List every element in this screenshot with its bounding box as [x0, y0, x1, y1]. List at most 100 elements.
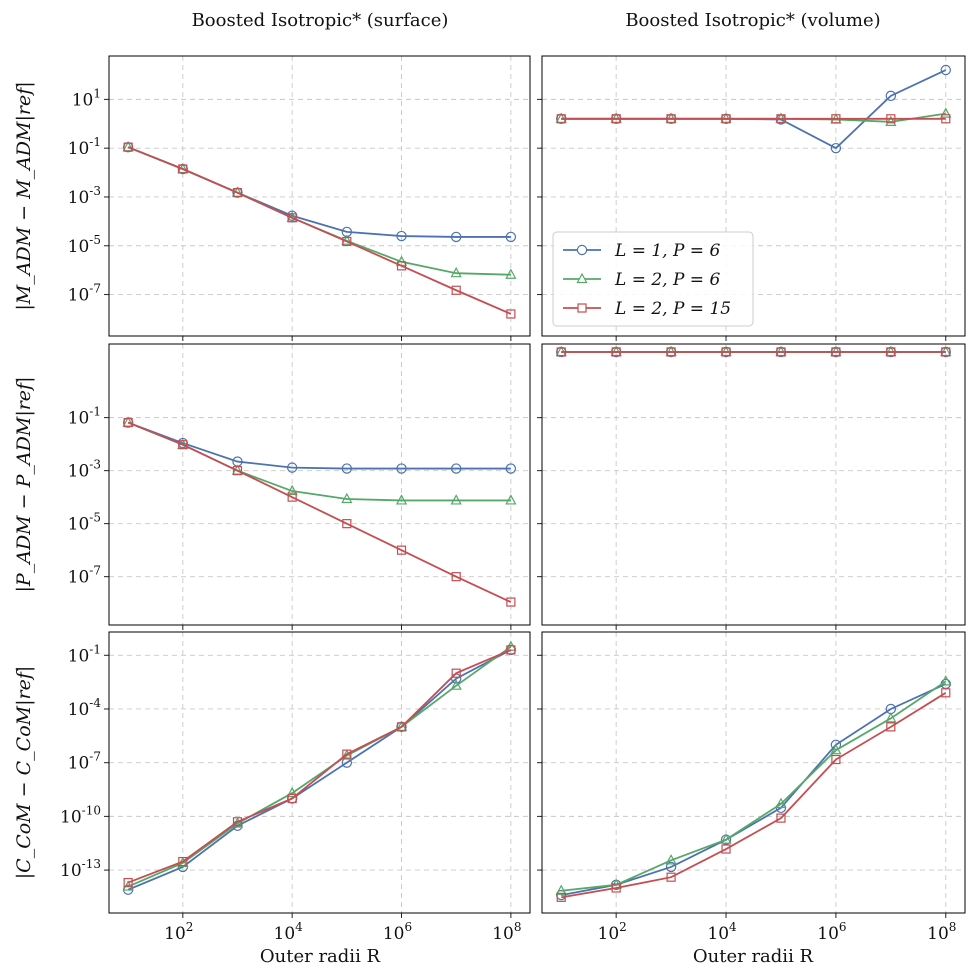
- data-point: [451, 572, 461, 582]
- data-point: [885, 712, 897, 723]
- x-tick-label: 108: [927, 920, 956, 944]
- data-point: [775, 797, 787, 808]
- y-tick-label: 10-3: [68, 458, 101, 482]
- x-axis-label-right: Outer radii R: [693, 946, 814, 967]
- data-point: [232, 817, 243, 827]
- data-point: [450, 231, 462, 243]
- data-point: [341, 749, 353, 760]
- data-point: [450, 679, 462, 690]
- data-point: [665, 861, 677, 873]
- data-point: [287, 213, 297, 223]
- series-line: [561, 69, 947, 150]
- data-point: [776, 114, 786, 124]
- y-axis-label: |M_ADM − M_ADM|ref|: [13, 81, 35, 310]
- data-point: [886, 114, 896, 124]
- panel-frame: [541, 343, 966, 626]
- data-point: [287, 492, 297, 502]
- y-tick-label: 10-7: [68, 282, 101, 306]
- data-point: [666, 872, 676, 882]
- data-point: [505, 231, 517, 243]
- data-point: [342, 519, 352, 529]
- series-line: [127, 146, 512, 315]
- y-tick-label: 10-4: [68, 696, 102, 720]
- data-point: [666, 347, 676, 357]
- series-line: [127, 421, 511, 502]
- x-tick-label: 108: [492, 920, 521, 944]
- data-point: [941, 114, 951, 124]
- data-point: [450, 494, 462, 505]
- data-point: [611, 883, 621, 893]
- data-point: [396, 545, 407, 555]
- legend: L = 1, P = 6 L = 2, P = 6 L = 2, P = 15: [552, 231, 754, 327]
- data-point: [666, 114, 676, 124]
- data-point: [721, 347, 731, 357]
- legend-box: [552, 231, 754, 327]
- data-point: [286, 462, 298, 473]
- data-point: [831, 114, 841, 124]
- column-title-surface: Boosted Isotropic* (surface): [192, 10, 449, 31]
- data-point: [665, 854, 677, 865]
- x-tick-label: 102: [164, 920, 193, 944]
- data-point: [506, 309, 516, 319]
- data-point: [451, 668, 461, 678]
- data-point: [450, 266, 462, 278]
- data-point: [505, 463, 517, 474]
- data-point: [123, 142, 133, 152]
- data-point: [885, 115, 897, 126]
- data-point: [721, 114, 731, 124]
- series-line: [127, 649, 512, 891]
- data-point: [941, 688, 951, 698]
- y-tick-label: 101: [72, 86, 101, 110]
- data-point: [831, 754, 841, 765]
- data-point: [232, 466, 243, 476]
- data-point: [940, 675, 952, 686]
- series-line: [127, 146, 511, 276]
- legend-marker: [577, 303, 587, 313]
- panel-top-left: 101 10-1 10-3 10-5 10-7: [68, 55, 531, 341]
- series-line: [127, 646, 512, 888]
- y-tick-label: 10-3: [68, 184, 101, 208]
- y-tick-label: 10-7: [68, 564, 101, 588]
- panel-bottom-right: 102 104 106 108: [537, 631, 966, 944]
- data-point: [506, 597, 516, 607]
- data-point: [396, 463, 407, 474]
- data-point: [556, 892, 566, 902]
- y-tick-label: 10-5: [68, 233, 101, 257]
- y-tick-label: 10-13: [60, 857, 101, 881]
- series-line: [127, 421, 512, 603]
- panel-frame: [541, 631, 966, 914]
- data-point: [720, 833, 732, 844]
- y-axis-label: |C_CoM − C_CoM|ref|: [13, 666, 35, 880]
- data-point: [776, 813, 786, 823]
- y-tick-label: 10-5: [68, 511, 101, 535]
- data-point: [396, 261, 407, 271]
- data-point: [178, 164, 188, 174]
- data-point: [505, 494, 517, 505]
- data-point: [505, 268, 517, 279]
- series-line: [127, 649, 512, 884]
- x-axis-label-left: Outer radii R: [260, 946, 381, 967]
- legend-marker: [576, 244, 588, 256]
- data-point: [178, 856, 188, 867]
- data-point: [123, 417, 133, 428]
- data-point: [830, 142, 842, 154]
- data-point: [395, 494, 408, 505]
- data-point: [556, 114, 566, 124]
- data-point: [286, 484, 298, 496]
- series-line: [127, 421, 511, 470]
- panel-frame: [541, 55, 966, 337]
- column-title-volume: Boosted Isotropic* (volume): [625, 10, 880, 31]
- panel-frame: [108, 55, 531, 337]
- panel-frame: [108, 343, 531, 626]
- data-point: [721, 844, 731, 854]
- x-tick-label: 104: [707, 920, 737, 944]
- data-point: [396, 722, 407, 732]
- y-axis-labels: |M_ADM − M_ADM|ref| |P_ADM − P_ADM|ref| |C…: [13, 81, 35, 879]
- data-point: [450, 463, 462, 474]
- y-tick-label: 10-7: [68, 750, 101, 774]
- data-point: [885, 90, 897, 102]
- panel-middle-left: 10-1 10-3 10-5 10-7: [68, 343, 531, 630]
- data-point: [451, 285, 461, 295]
- panel-middle-right: [537, 343, 966, 630]
